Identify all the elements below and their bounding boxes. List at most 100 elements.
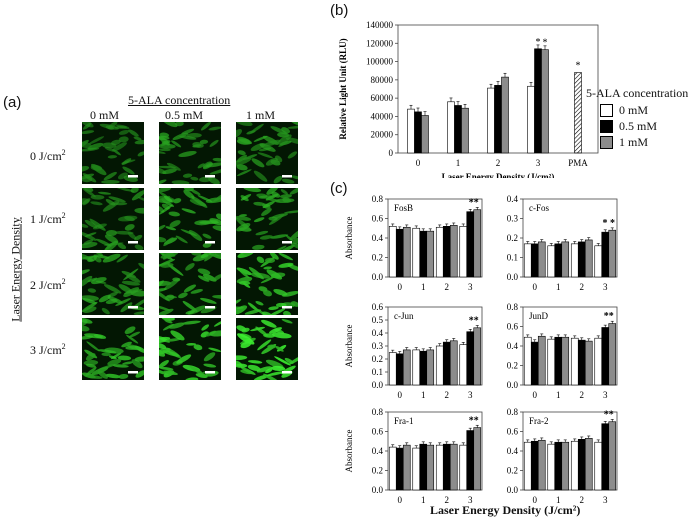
cell (278, 244, 295, 250)
cell (290, 242, 298, 250)
bar (570, 243, 579, 278)
bar (466, 331, 475, 386)
cell (159, 236, 167, 243)
cell (186, 342, 197, 346)
bar (402, 444, 411, 491)
cell (253, 201, 266, 206)
x-tick-label: 1 (556, 282, 561, 292)
legend-item-1mm: 1 mM (600, 134, 657, 150)
chart-title: c-Jun (394, 311, 414, 321)
cell (175, 122, 184, 127)
bar (412, 447, 421, 491)
bar (459, 444, 468, 491)
cell (130, 188, 139, 194)
bar (395, 447, 404, 491)
micrograph-tile-r0-c2 (236, 122, 298, 184)
micrograph-image (82, 253, 144, 315)
cell (208, 347, 221, 352)
bar (594, 245, 603, 278)
cell (255, 230, 269, 236)
micrograph-col-1: 0.5 mM (165, 108, 204, 122)
cell (240, 367, 256, 375)
bar (601, 231, 610, 278)
cell (260, 276, 276, 284)
cell (197, 163, 205, 169)
y-tick-label: 0.2 (372, 466, 383, 476)
micrograph-tile-r3-c1 (159, 318, 221, 380)
bar (608, 421, 617, 491)
micrograph-tile-r1-c2 (236, 188, 298, 250)
cell (253, 217, 265, 223)
significance-annotation: ** (469, 315, 479, 326)
bar (577, 339, 586, 386)
cell (269, 253, 279, 260)
cell (87, 288, 97, 293)
cell (159, 280, 164, 289)
y-tick-label: 0.4 (507, 446, 519, 456)
bar (459, 225, 468, 278)
cell (129, 331, 141, 338)
cell (274, 356, 291, 366)
bar (570, 440, 579, 491)
cell (159, 188, 172, 193)
cell (261, 319, 277, 328)
cell (105, 199, 116, 206)
y-tick-label: 0.6 (372, 427, 384, 437)
x-tick-label: 1 (421, 495, 426, 505)
cell (122, 361, 134, 365)
y-tick-label: 100000 (366, 57, 394, 67)
bar (527, 85, 535, 154)
y-tick-label: 0.4 (372, 446, 384, 456)
significance-annotation: * * (603, 218, 616, 229)
cell (101, 307, 110, 315)
cell (197, 268, 211, 275)
micrograph-tile-r3-c0 (82, 318, 144, 380)
cell (212, 157, 221, 162)
cell (134, 244, 144, 250)
cell (82, 306, 97, 313)
cell (247, 364, 261, 371)
cell (134, 356, 144, 362)
cell (132, 298, 144, 309)
cell (200, 122, 211, 131)
bar (442, 225, 451, 278)
cell (159, 366, 174, 371)
bar (601, 423, 610, 491)
bar (449, 225, 458, 278)
micrograph-col-0: 0 mM (90, 108, 120, 122)
y-tick-label: 120000 (366, 38, 394, 48)
cell (285, 235, 293, 242)
cell (287, 151, 298, 159)
cell (269, 327, 282, 334)
y-tick-label: 0.2 (507, 466, 518, 476)
chart-title: FosB (394, 203, 413, 213)
cell (113, 364, 129, 368)
cell (259, 235, 273, 240)
y-tick-label: 0.6 (507, 322, 519, 332)
cell (204, 253, 218, 262)
y-axis-label: Absorbance (344, 430, 354, 473)
cell (277, 134, 292, 145)
x-tick-label: 0 (398, 282, 403, 292)
cell (190, 289, 203, 294)
significance-annotation: ** (469, 415, 479, 426)
bar (419, 230, 428, 278)
bar (426, 444, 435, 491)
bar (388, 446, 397, 491)
cell (107, 359, 122, 366)
y-tick-label: 0.3 (507, 214, 519, 224)
y-tick-label: 0.4 (507, 194, 519, 204)
cell (126, 274, 141, 283)
cell (99, 123, 119, 130)
cell (97, 349, 117, 354)
bar (494, 85, 502, 154)
bar (561, 241, 570, 278)
cell (118, 136, 129, 143)
cell (159, 179, 167, 184)
cell (236, 355, 248, 361)
cell (236, 299, 242, 305)
cell (171, 140, 182, 148)
bar (473, 427, 482, 491)
x-tick-label: 1 (456, 158, 461, 168)
cell (131, 190, 144, 201)
